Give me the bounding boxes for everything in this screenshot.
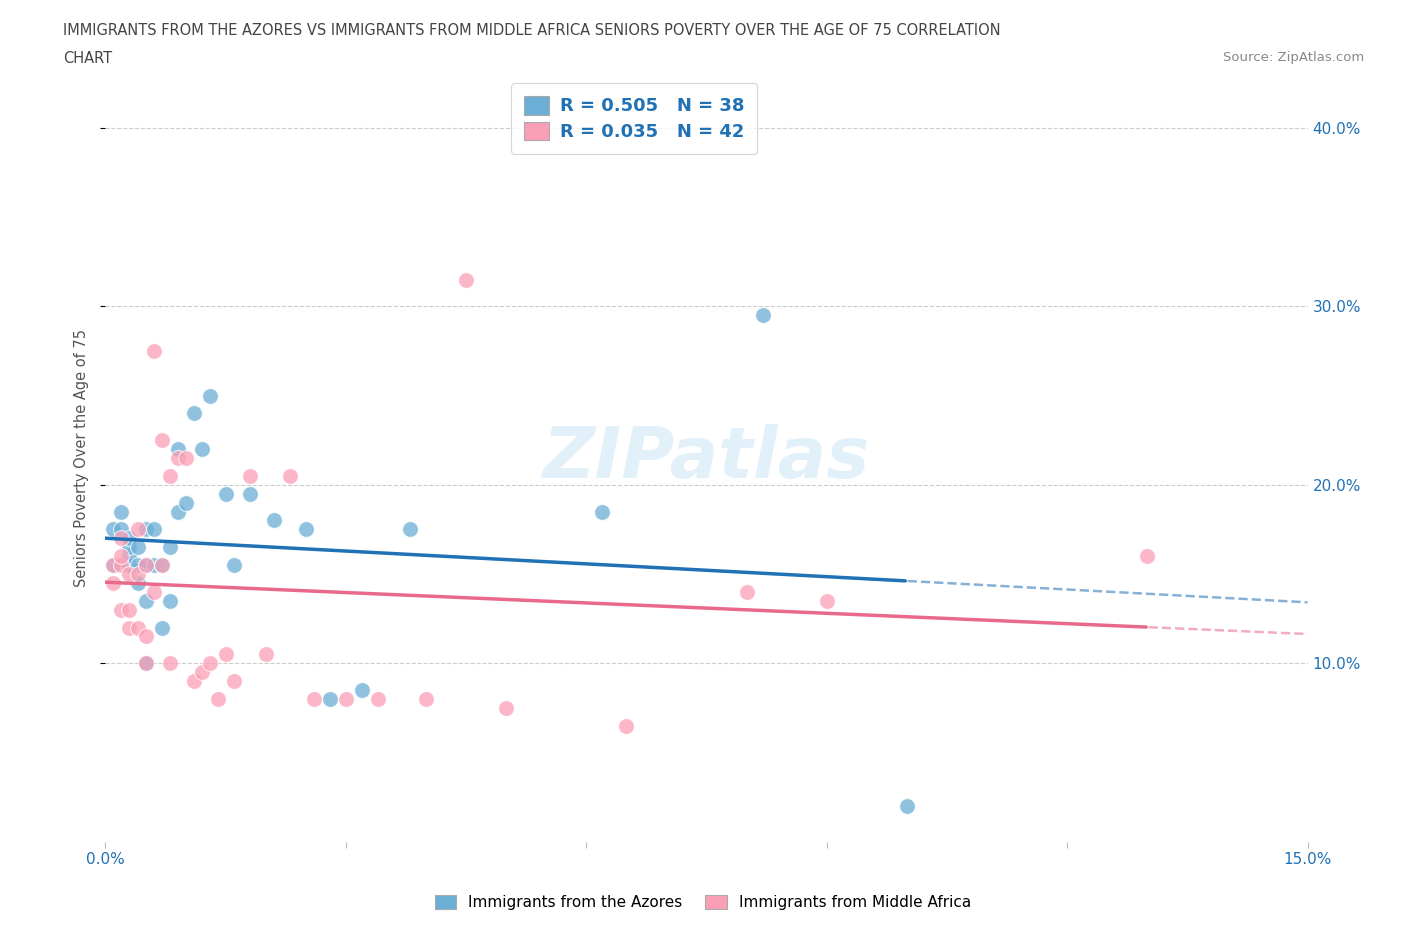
Point: [183, 406, 205, 421]
Point: [263, 513, 285, 528]
Point: [214, 647, 236, 662]
Point: [190, 665, 212, 680]
Point: [159, 539, 181, 554]
Point: [110, 603, 132, 618]
Point: [159, 656, 181, 671]
Point: [335, 692, 357, 707]
Point: [142, 522, 165, 537]
Point: [616, 718, 638, 733]
Point: [166, 442, 188, 457]
Point: [118, 566, 141, 581]
Point: [222, 673, 245, 688]
Point: [302, 692, 325, 707]
Text: IMMIGRANTS FROM THE AZORES VS IMMIGRANTS FROM MIDDLE AFRICA SENIORS POVERTY OVER: IMMIGRANTS FROM THE AZORES VS IMMIGRANTS…: [63, 23, 1001, 38]
Point: [135, 656, 157, 671]
Point: [239, 486, 262, 501]
Point: [159, 593, 181, 608]
Point: [127, 558, 149, 573]
Y-axis label: Seniors Poverty Over the Age of 75: Seniors Poverty Over the Age of 75: [75, 329, 90, 587]
Point: [166, 451, 188, 466]
Text: CHART: CHART: [63, 51, 112, 66]
Point: [118, 558, 141, 573]
Point: [150, 558, 173, 573]
Point: [150, 432, 173, 447]
Point: [118, 620, 141, 635]
Point: [110, 504, 132, 519]
Point: [751, 308, 773, 323]
Point: [110, 522, 132, 537]
Point: [254, 647, 277, 662]
Point: [150, 558, 173, 573]
Point: [198, 388, 221, 403]
Point: [735, 584, 758, 599]
Point: [319, 692, 342, 707]
Point: [815, 593, 838, 608]
Point: [415, 692, 437, 707]
Point: [174, 495, 197, 510]
Point: [135, 558, 157, 573]
Point: [142, 584, 165, 599]
Point: [110, 558, 132, 573]
Point: [896, 799, 918, 814]
Point: [278, 469, 301, 484]
Text: ZIPatlas: ZIPatlas: [543, 423, 870, 493]
Point: [118, 549, 141, 564]
Point: [103, 558, 125, 573]
Point: [103, 576, 125, 591]
Point: [399, 522, 422, 537]
Point: [135, 593, 157, 608]
Point: [103, 522, 125, 537]
Point: [135, 656, 157, 671]
Point: [166, 504, 188, 519]
Point: [239, 469, 262, 484]
Point: [207, 692, 229, 707]
Point: [142, 343, 165, 358]
Point: [103, 558, 125, 573]
Point: [142, 558, 165, 573]
Point: [127, 566, 149, 581]
Point: [118, 539, 141, 554]
Text: Source: ZipAtlas.com: Source: ZipAtlas.com: [1223, 51, 1364, 64]
Point: [110, 531, 132, 546]
Point: [1136, 549, 1159, 564]
Point: [174, 451, 197, 466]
Point: [135, 629, 157, 644]
Point: [214, 486, 236, 501]
Point: [350, 683, 373, 698]
Point: [495, 700, 517, 715]
Point: [159, 469, 181, 484]
Point: [127, 522, 149, 537]
Legend: R = 0.505   N = 38, R = 0.035   N = 42: R = 0.505 N = 38, R = 0.035 N = 42: [512, 84, 758, 153]
Point: [110, 549, 132, 564]
Point: [591, 504, 613, 519]
Point: [295, 522, 318, 537]
Point: [198, 656, 221, 671]
Point: [190, 442, 212, 457]
Point: [127, 620, 149, 635]
Point: [150, 620, 173, 635]
Point: [118, 531, 141, 546]
Point: [454, 272, 477, 287]
Point: [183, 673, 205, 688]
Point: [222, 558, 245, 573]
Point: [127, 576, 149, 591]
Point: [118, 603, 141, 618]
Point: [127, 539, 149, 554]
Point: [135, 522, 157, 537]
Point: [367, 692, 389, 707]
Legend: Immigrants from the Azores, Immigrants from Middle Africa: Immigrants from the Azores, Immigrants f…: [427, 887, 979, 918]
Point: [135, 558, 157, 573]
